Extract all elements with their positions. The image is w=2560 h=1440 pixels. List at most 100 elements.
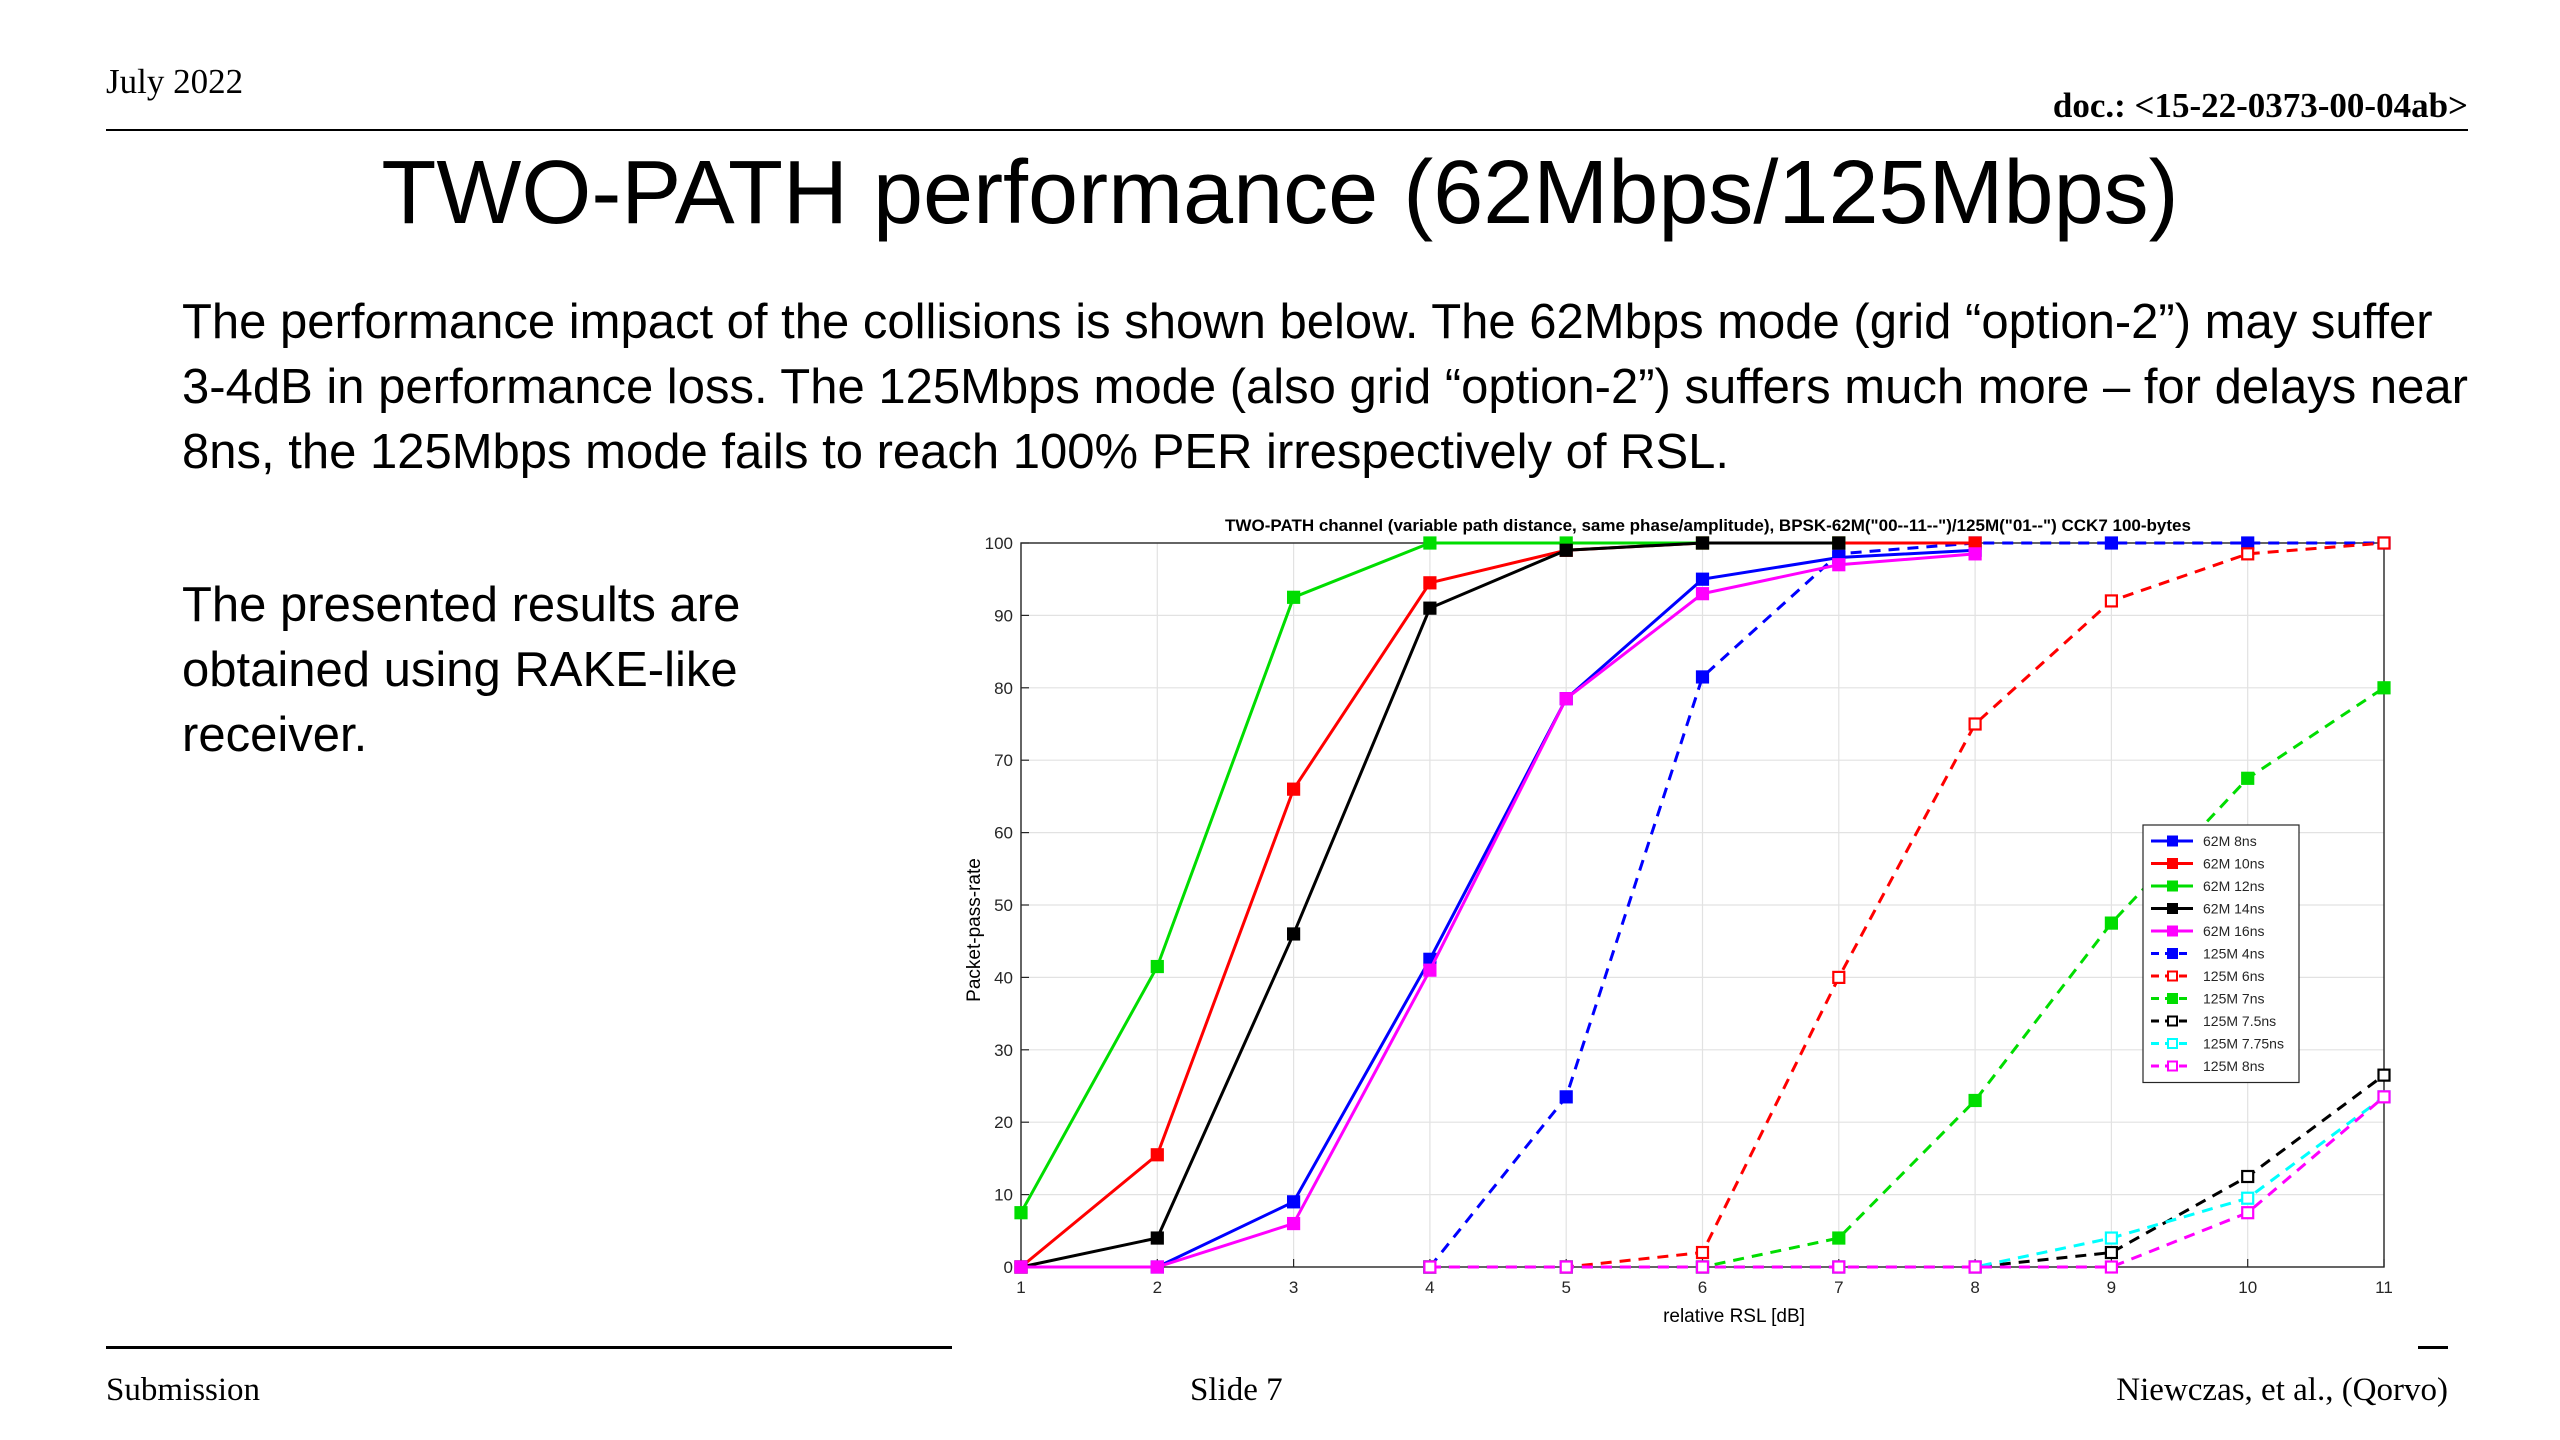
legend-label: 125M 8ns [2203, 1058, 2264, 1074]
legend-label: 62M 8ns [2203, 833, 2257, 849]
data-point [2241, 1169, 2255, 1184]
data-point [1287, 782, 1301, 796]
y-tick-label: 90 [994, 606, 1013, 625]
legend-label: 125M 4ns [2203, 946, 2264, 962]
data-point [2241, 771, 2255, 785]
x-tick-label: 11 [2375, 1278, 2393, 1297]
legend-marker [2167, 880, 2178, 892]
legend-marker [2167, 835, 2178, 847]
data-point [1287, 1195, 1301, 1209]
data-point [1968, 717, 1982, 731]
y-tick-label: 30 [994, 1041, 1013, 1060]
legend-label: 62M 12ns [2203, 878, 2264, 894]
data-point [1695, 1260, 1710, 1274]
chart-y-axis-label: Packet-pass-rate [964, 858, 985, 1002]
data-point [1968, 547, 1982, 561]
data-point [1832, 1231, 1846, 1245]
legend-marker [2167, 858, 2178, 869]
data-point [1695, 670, 1710, 684]
y-tick-label: 80 [994, 679, 1013, 698]
data-point [1287, 927, 1301, 941]
x-tick-label: 6 [1698, 1278, 1707, 1297]
chart-series-group [1014, 536, 2391, 1274]
footer-authors: Niewczas, et al., (Qorvo) [2116, 1372, 2448, 1408]
footer-divider-left [106, 1346, 952, 1349]
data-point [1968, 1093, 1982, 1108]
series-line [1021, 552, 1976, 1269]
chart-legend: 62M 8ns 62M 10ns 62M 12ns 62M 14ns 62M 16ns 1… [2142, 824, 2300, 1084]
legend-marker [2167, 1060, 2178, 1072]
data-point [2377, 681, 2391, 695]
series-line [1021, 548, 1976, 1269]
data-point [2377, 1090, 2391, 1104]
data-point [1423, 601, 1437, 615]
data-point [1695, 536, 1710, 550]
data-point [1832, 558, 1846, 572]
data-point [1968, 1260, 1982, 1274]
data-point [1287, 590, 1301, 604]
performance-chart: 1 2 3 4 5 6 7 8 9 10 11 0 10 20 30 40 50 60 70 80 90 100 62M … [964, 516, 2393, 1327]
footer-divider-right [2418, 1346, 2448, 1349]
data-point [2241, 1191, 2255, 1205]
data-point [2104, 916, 2119, 930]
data-point [2104, 1245, 2119, 1260]
legend-marker [2167, 1038, 2178, 1049]
legend-marker [2167, 948, 2178, 959]
data-point [1287, 1216, 1301, 1231]
x-tick-label: 5 [1561, 1278, 1570, 1297]
data-point [1832, 536, 1846, 550]
legend-marker [2167, 903, 2178, 914]
data-point [1423, 963, 1437, 977]
data-point [1832, 1260, 1846, 1274]
data-point [1423, 536, 1437, 550]
y-tick-label: 60 [994, 824, 1013, 843]
header-divider [106, 129, 2468, 131]
data-point [2104, 594, 2119, 608]
y-tick-label: 40 [994, 968, 1013, 987]
y-tick-label: 20 [994, 1113, 1013, 1132]
data-point [1014, 1206, 1028, 1220]
data-point [1150, 959, 1164, 974]
legend-label: 125M 6ns [2203, 968, 2264, 984]
data-point [2104, 1231, 2119, 1245]
legend-label: 62M 10ns [2203, 856, 2264, 872]
data-point [2241, 536, 2255, 550]
data-point [1695, 587, 1710, 601]
data-point [1559, 692, 1573, 706]
legend-marker [2167, 925, 2178, 937]
legend-label: 125M 7.75ns [2203, 1036, 2284, 1052]
footer-slide-number: Slide 7 [1190, 1372, 1283, 1408]
x-tick-label: 9 [2107, 1278, 2116, 1297]
data-point [1559, 1260, 1573, 1274]
legend-marker [2167, 970, 2178, 982]
data-point [2241, 547, 2255, 561]
data-point [2104, 1260, 2119, 1274]
y-tick-label: 0 [1004, 1258, 1013, 1277]
x-tick-label: 3 [1289, 1278, 1298, 1297]
data-point [2377, 536, 2391, 550]
data-point [1423, 1260, 1437, 1274]
x-tick-label: 4 [1425, 1278, 1434, 1297]
data-point [2104, 536, 2119, 550]
data-point [1150, 1231, 1164, 1245]
side-note-paragraph: The presented results are obtained using… [182, 578, 741, 762]
legend-label: 125M 7.5ns [2203, 1013, 2276, 1029]
series-line [1429, 541, 2385, 1269]
y-tick-label: 70 [994, 751, 1013, 770]
series-line [1428, 541, 2384, 1268]
y-tick-label: 10 [994, 1186, 1013, 1205]
data-point [1423, 576, 1437, 590]
data-point [1559, 543, 1573, 557]
legend-label: 125M 7ns [2203, 991, 2264, 1007]
data-point [1559, 1090, 1573, 1104]
legend-label: 62M 16ns [2203, 923, 2264, 939]
chart-title: TWO-PATH channel (variable path distance… [1225, 516, 2191, 535]
data-point [1968, 536, 1982, 550]
data-point [1695, 572, 1710, 586]
y-tick-label: 100 [985, 534, 1013, 553]
data-point [2241, 1206, 2255, 1220]
footer-submission: Submission [106, 1372, 261, 1408]
header-date: July 2022 [106, 62, 244, 101]
series-line [1429, 1095, 2385, 1269]
data-point [1150, 1148, 1164, 1162]
